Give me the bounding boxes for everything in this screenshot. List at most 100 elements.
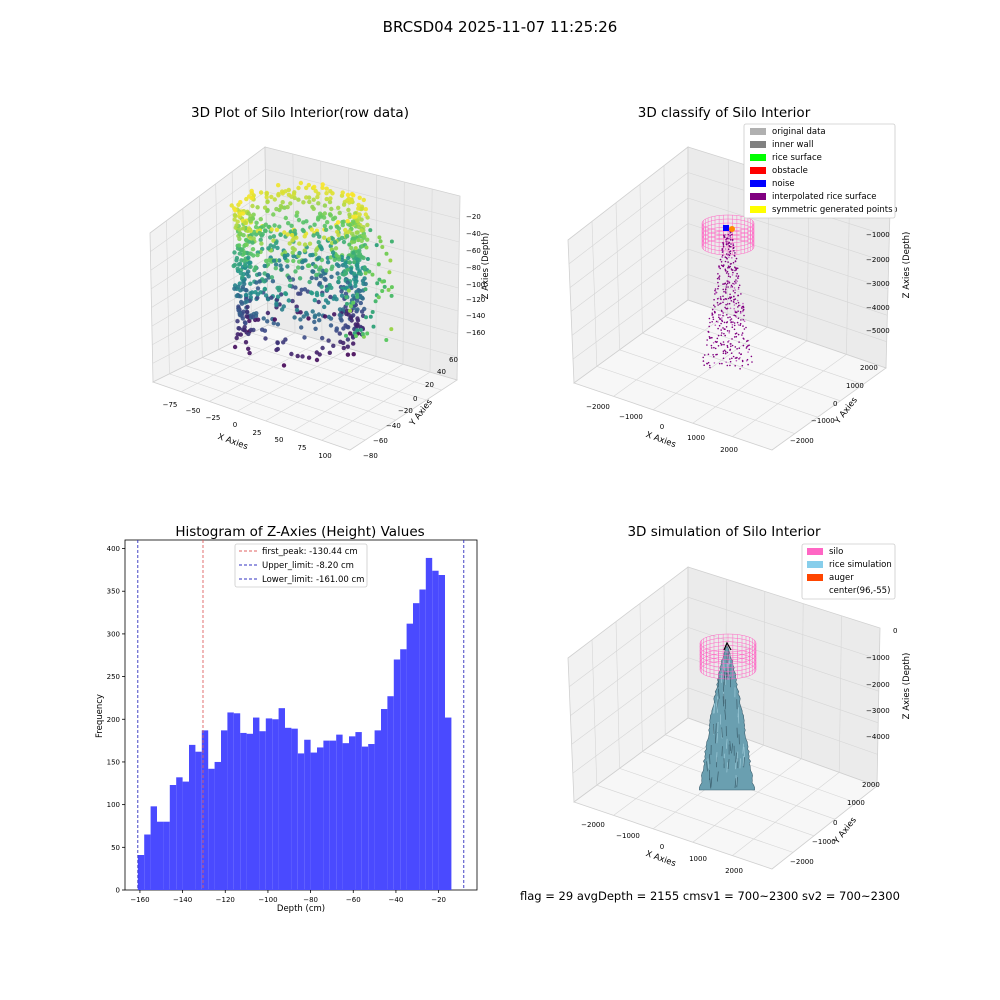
raw-point [335, 271, 340, 276]
raw-point [245, 304, 250, 310]
histogram-y-axis-label: Frequency [95, 694, 105, 738]
classify-point [726, 237, 728, 240]
classify-point [722, 245, 725, 248]
raw-point [325, 286, 330, 292]
gridline [321, 371, 431, 441]
raw-point [336, 257, 342, 262]
raw-gridlines [150, 153, 460, 441]
raw-point [263, 222, 268, 227]
raw-point [312, 313, 318, 318]
raw-point [362, 234, 367, 239]
classify-point [729, 235, 732, 237]
raw-point [368, 228, 373, 233]
gridline [619, 349, 818, 418]
raw-point [389, 239, 394, 244]
raw-point [244, 242, 249, 247]
classify-point [739, 356, 741, 359]
raw-point [246, 255, 251, 260]
histogram-bar [381, 709, 388, 890]
raw-point [292, 228, 297, 233]
legend-label-auger: auger [829, 573, 854, 583]
classify-point [716, 301, 719, 304]
raw-point [308, 253, 313, 258]
raw-point [240, 316, 245, 321]
classify-point [729, 297, 732, 300]
classify-point [738, 347, 741, 350]
raw-point [243, 287, 249, 293]
classify-z-tick: −3000 [866, 280, 890, 288]
raw-z-tick: −80 [466, 264, 481, 272]
classify-point [720, 344, 723, 346]
classify-point [719, 296, 722, 298]
simulation-z-ticks: 0 −1000 −2000 −3000 −4000 [866, 627, 897, 741]
raw-point [334, 253, 339, 258]
raw-y-tick: 0 [413, 395, 417, 403]
raw-point [289, 232, 295, 238]
gridline [570, 223, 689, 312]
raw-point [314, 290, 320, 296]
raw-point [355, 292, 360, 297]
raw-point [306, 182, 311, 188]
classify-point [714, 324, 717, 327]
raw-point [265, 199, 270, 204]
raw-point [248, 264, 253, 269]
classify-point [734, 267, 737, 269]
classify-point [747, 351, 749, 353]
classify-point [724, 334, 726, 337]
raw-point [295, 210, 300, 215]
gridline [687, 197, 889, 263]
raw-point [356, 206, 361, 211]
raw-point [266, 246, 271, 251]
classify-point [748, 348, 750, 351]
classify-point [734, 269, 736, 272]
histogram-bar [393, 659, 401, 890]
classify-point [737, 317, 740, 320]
classify-point [729, 364, 731, 367]
raw-point [345, 192, 351, 198]
raw-point [355, 307, 360, 312]
classify-point [719, 267, 721, 270]
classify-point [722, 295, 724, 298]
classify-point [707, 361, 710, 364]
histogram-bar [400, 649, 407, 890]
raw-point [291, 192, 297, 197]
histogram-bar [419, 589, 426, 890]
legend-label-symmetric-generated-points: symmetric generated points [772, 205, 893, 215]
raw-point [313, 264, 318, 269]
raw-point [328, 196, 333, 201]
raw-point [242, 281, 247, 287]
classify-y-ticks: −2000 −1000 0 1000 2000 [790, 364, 878, 445]
raw-point [344, 333, 348, 338]
classify-point [725, 243, 728, 246]
classify-point [721, 317, 723, 319]
classify-point [734, 289, 736, 291]
raw-point [387, 270, 392, 275]
classify-point [735, 311, 738, 314]
raw-point [339, 318, 344, 323]
raw-point [255, 286, 261, 291]
classify-point [729, 263, 732, 265]
raw-point [232, 213, 238, 218]
gridline [571, 248, 689, 336]
raw-point [348, 331, 353, 336]
classify-point [738, 304, 740, 307]
raw-point [279, 267, 284, 272]
classify-point [707, 331, 710, 333]
raw-point [324, 186, 329, 191]
raw-point [309, 275, 314, 281]
raw-point [365, 237, 370, 242]
raw-point [352, 239, 357, 244]
classify-point [735, 257, 738, 260]
classify-point [727, 275, 730, 278]
histogram-x-tick-label: −20 [431, 896, 446, 904]
raw-point [306, 355, 312, 360]
raw-point [255, 292, 260, 297]
raw-point [289, 351, 294, 357]
raw-point [237, 243, 242, 248]
raw-point [386, 287, 391, 292]
raw-point [283, 291, 288, 296]
classify-point [714, 293, 716, 295]
histogram-x-tick-label: −120 [216, 896, 235, 904]
raw-point [334, 326, 339, 331]
simulation-z-tick: −2000 [866, 681, 890, 689]
